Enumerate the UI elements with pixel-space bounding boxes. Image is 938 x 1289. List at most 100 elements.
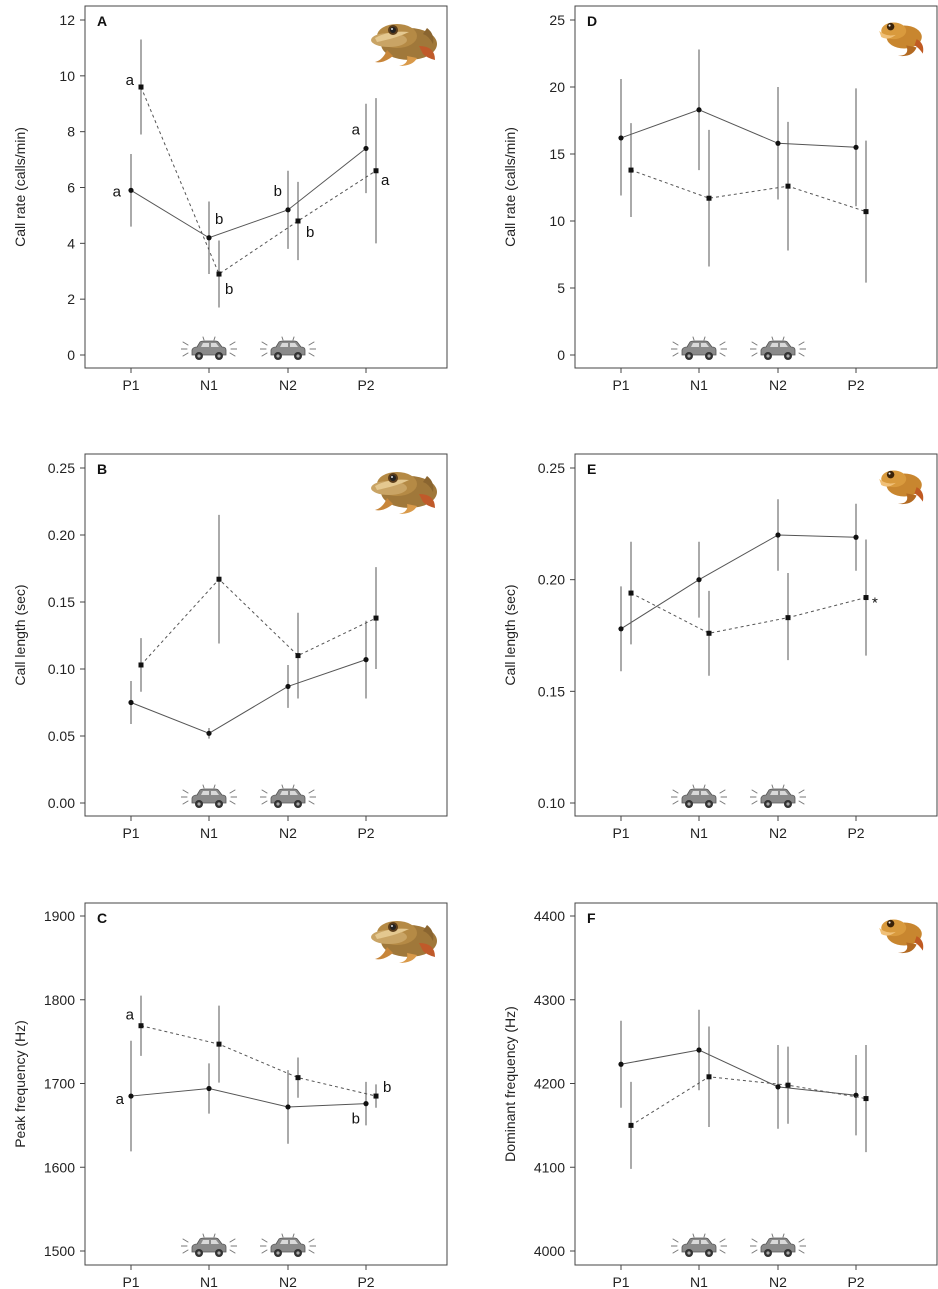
series-dashed [138, 514, 379, 699]
y-tick-label: 20 [549, 79, 565, 95]
series-solid [618, 499, 859, 672]
panel-frame [84, 453, 448, 817]
data-point [775, 140, 781, 146]
panel-frame [84, 5, 448, 369]
car-icon [260, 336, 316, 361]
significance-label: a [352, 121, 361, 138]
data-point [216, 1041, 222, 1047]
x-tick-label: P1 [612, 1274, 629, 1289]
series-line [620, 109, 857, 148]
data-point [206, 1085, 212, 1092]
panel-letter: C [97, 910, 107, 926]
y-tick-label: 25 [549, 12, 565, 28]
car-icon [181, 1233, 237, 1258]
panel-letter: D [587, 13, 597, 29]
x-tick-label: N1 [200, 1274, 218, 1289]
x-tick-label: N2 [769, 377, 787, 393]
y-tick-label: 10 [59, 68, 75, 84]
data-point [706, 630, 712, 636]
y-tick-label: 4200 [534, 1076, 565, 1092]
significance-label: b [225, 281, 233, 298]
small-frog-icon [879, 919, 924, 954]
series-line [140, 1025, 377, 1097]
series-line [620, 1049, 857, 1096]
data-point [706, 1074, 712, 1080]
data-point [285, 207, 291, 213]
data-point [696, 107, 702, 113]
data-point [363, 657, 369, 663]
panel-d: D 0 5 10 15 20 25 P1 N1 N2 P2 Call rate (calls/min) [502, 5, 938, 393]
data-point [138, 662, 144, 668]
series-solid: ab [116, 1040, 369, 1152]
car-icon [671, 784, 727, 809]
y-tick-label: 0.15 [538, 683, 565, 699]
data-point [853, 144, 859, 150]
y-axis-label: Dominant frequency (Hz) [502, 1006, 518, 1162]
y-tick-label: 0 [557, 347, 565, 363]
x-tick-label: N1 [200, 377, 218, 393]
y-tick-label: 0.15 [48, 594, 75, 610]
y-tick-label: 1700 [44, 1076, 75, 1092]
y-tick-label: 0.00 [48, 795, 75, 811]
y-tick-label: 1900 [44, 908, 75, 924]
data-point [363, 145, 369, 152]
series-line [630, 592, 867, 634]
car-icon [671, 336, 727, 361]
x-tick-label: N2 [279, 1274, 297, 1289]
series-dashed: a b b a [126, 39, 390, 308]
tree-frog-icon [371, 24, 437, 66]
car-icon [181, 784, 237, 809]
significance-label: * [872, 595, 878, 612]
data-point [775, 1084, 781, 1090]
car-icon [260, 784, 316, 809]
y-tick-label: 10 [549, 213, 565, 229]
series-line [630, 1076, 867, 1126]
data-point [373, 1093, 379, 1099]
y-tick-label: 4 [67, 235, 75, 251]
significance-label: b [352, 1111, 360, 1128]
data-point [363, 1101, 369, 1107]
y-axis-label: Peak frequency (Hz) [12, 1020, 28, 1148]
x-tick-label: P2 [847, 377, 864, 393]
series-dashed: * [628, 539, 878, 676]
data-point [706, 195, 712, 201]
data-point [216, 576, 222, 582]
y-axis-label: Call rate (calls/min) [502, 127, 518, 247]
data-point [696, 1047, 702, 1053]
data-point [373, 168, 379, 174]
x-tick-label: P1 [612, 825, 629, 841]
car-icon [260, 1233, 316, 1258]
series-solid [618, 1009, 859, 1136]
data-point [285, 1104, 291, 1110]
y-axis-label: Call length (sec) [502, 584, 518, 685]
data-point [853, 1092, 859, 1098]
significance-label: a [113, 183, 122, 200]
series-dashed [628, 121, 869, 283]
small-frog-icon [879, 470, 924, 505]
data-point [128, 1093, 134, 1099]
car-icon [671, 1233, 727, 1258]
data-point [628, 1122, 634, 1128]
car-icon [750, 1233, 806, 1258]
significance-label: a [116, 1091, 125, 1108]
panel-c: C 1500 1600 1700 1800 1900 P1 N1 N2 P2 Peak freque… [12, 902, 448, 1289]
y-tick-label: 0.05 [48, 728, 75, 744]
data-point [618, 135, 624, 141]
y-axis-label: Call length (sec) [12, 584, 28, 685]
data-point [206, 235, 212, 241]
data-point [216, 271, 222, 277]
series-line [140, 578, 377, 666]
data-point [628, 167, 634, 173]
data-point [373, 615, 379, 621]
significance-label: b [383, 1079, 391, 1096]
y-tick-label: 6 [67, 180, 75, 196]
data-point [863, 1096, 869, 1102]
y-tick-label: 0.20 [538, 572, 565, 588]
data-point [785, 1082, 791, 1088]
x-tick-label: N2 [279, 377, 297, 393]
x-tick-label: N2 [769, 1274, 787, 1289]
y-tick-label: 15 [549, 146, 565, 162]
y-tick-label: 8 [67, 124, 75, 140]
y-tick-label: 4100 [534, 1159, 565, 1175]
panel-a: A 0 2 4 6 8 10 12 P1 N1 N2 P2 Call rate (calls/min) a… [12, 5, 448, 393]
